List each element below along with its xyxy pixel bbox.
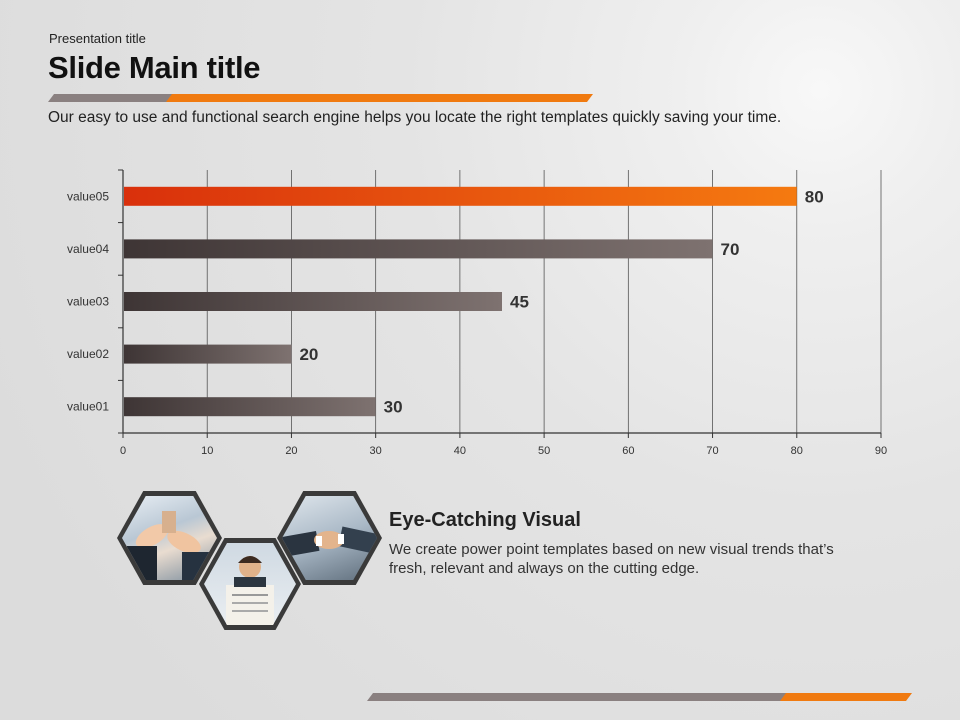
bar-value-label: 70 [721, 240, 740, 259]
photo-hex-newspaper [199, 538, 301, 630]
category-label: value04 [67, 242, 109, 256]
slide-main-title: Slide Main title [48, 50, 261, 85]
presentation-title: Presentation title [49, 31, 146, 46]
bar-value04 [124, 239, 713, 259]
bar-value-label: 20 [299, 345, 318, 364]
bar-chart: 0 10 20 30 40 50 60 70 80 90 80 value05 70 value04 45 v… [67, 169, 887, 457]
x-tick-label: 60 [622, 445, 634, 457]
intro-text: Our easy to use and functional search en… [48, 109, 782, 126]
category-label: value02 [67, 347, 109, 361]
x-tick-label: 70 [706, 445, 718, 457]
x-tick-label: 50 [538, 445, 550, 457]
bar-value01 [124, 397, 376, 417]
category-label: value03 [67, 295, 109, 309]
handshake-photo [282, 526, 377, 557]
x-tick-label: 40 [454, 445, 466, 457]
visual-description: We create power point templates based on… [389, 541, 834, 577]
bar-value-label: 80 [805, 187, 824, 206]
category-label: value05 [67, 189, 109, 203]
visual-title: Eye-Catching Visual [389, 509, 581, 531]
x-tick-label: 20 [285, 445, 297, 457]
bar-value03 [124, 292, 502, 311]
footer-decor-bar [367, 693, 912, 701]
x-tick-label: 80 [791, 445, 803, 457]
x-tick-label: 10 [201, 445, 213, 457]
bar-value-label: 30 [384, 398, 403, 417]
bar-value05 [124, 186, 797, 206]
x-tick-label: 90 [875, 445, 887, 457]
x-tick-label: 30 [370, 445, 382, 457]
title-underline-bar [48, 94, 593, 102]
photo-hex-clapping [117, 491, 222, 585]
category-label: value01 [67, 400, 109, 414]
x-tick-label: 0 [120, 445, 126, 457]
bar-value02 [124, 344, 292, 364]
photo-hex-handshake [277, 491, 382, 585]
bar-value-label: 45 [510, 293, 529, 312]
businessman-reading-newspaper-photo [226, 556, 274, 625]
